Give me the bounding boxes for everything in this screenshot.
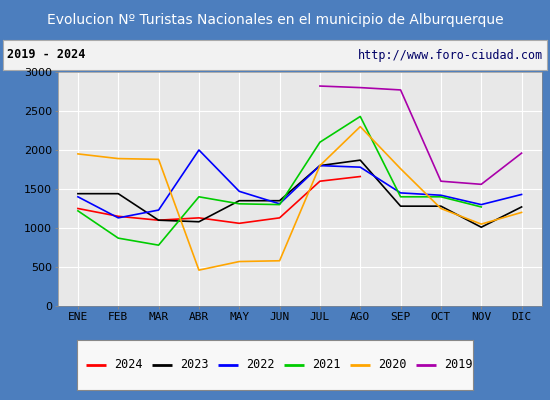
Text: 2023: 2023 [180,358,208,372]
Text: http://www.foro-ciudad.com: http://www.foro-ciudad.com [358,48,543,62]
Text: 2019 - 2024: 2019 - 2024 [7,48,85,62]
Text: 2020: 2020 [378,358,406,372]
Text: 2021: 2021 [312,358,340,372]
Text: Evolucion Nº Turistas Nacionales en el municipio de Alburquerque: Evolucion Nº Turistas Nacionales en el m… [47,13,503,27]
Text: 2022: 2022 [246,358,274,372]
Text: 2019: 2019 [444,358,472,372]
Text: 2024: 2024 [114,358,142,372]
